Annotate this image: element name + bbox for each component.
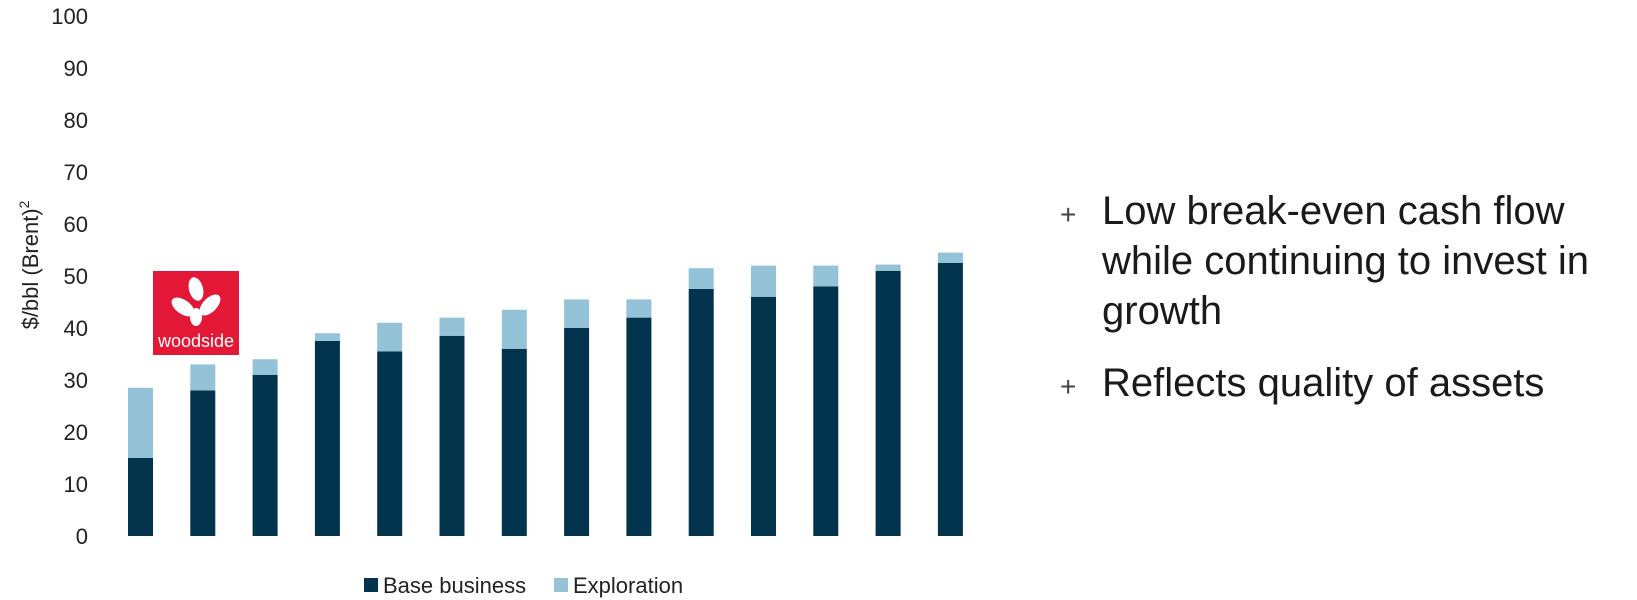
- bullet-list: + Low break-even cash flow while continui…: [1060, 186, 1620, 430]
- bar-base-business: [314, 341, 340, 536]
- bar-exploration: [190, 364, 216, 391]
- y-tick-label: 80: [64, 108, 88, 133]
- stacked-bar-chart: 0 10 20 30 40 50 60 70 80 90 100 $/bbl (Brent)2 wo…: [16, 4, 963, 598]
- bar-base-business: [751, 296, 776, 536]
- y-tick-label: 70: [64, 160, 88, 185]
- y-tick-label: 90: [64, 56, 88, 81]
- legend-label: Base business: [383, 573, 526, 598]
- woodside-logo: woodside: [153, 271, 239, 355]
- bullet-plus-icon: +: [1060, 199, 1077, 230]
- bar-exploration: [564, 299, 590, 328]
- bullet-item: + Reflects quality of assets: [1060, 358, 1620, 408]
- bar-exploration: [439, 317, 465, 336]
- y-tick-label: 40: [64, 316, 88, 341]
- y-tick-label: 20: [64, 420, 88, 445]
- woodside-logo-text: woodside: [157, 331, 234, 351]
- legend-swatch: [364, 578, 378, 592]
- bar-exploration: [314, 333, 340, 341]
- bars: [128, 252, 963, 536]
- y-tick-label: 60: [64, 212, 88, 237]
- y-tick-label: 50: [64, 264, 88, 289]
- bar-base-business: [252, 374, 278, 536]
- y-axis: 0 10 20 30 40 50 60 70 80 90 100: [51, 4, 88, 549]
- bar-exploration: [937, 252, 963, 263]
- bullet-plus-icon: +: [1060, 371, 1077, 402]
- bar-base-business: [813, 286, 839, 536]
- y-tick-label: 100: [51, 4, 88, 29]
- bar-exploration: [501, 309, 527, 349]
- y-tick-label: 0: [76, 524, 88, 549]
- bar-base-business: [564, 328, 590, 536]
- bar-base-business: [128, 458, 153, 536]
- bar-exploration: [377, 322, 403, 352]
- legend-swatch: [554, 578, 568, 592]
- bar-exploration: [813, 265, 839, 287]
- bar-exploration: [626, 299, 652, 318]
- bar-base-business: [501, 348, 527, 536]
- bar-base-business: [937, 263, 963, 536]
- bullet-text: Low break-even cash flow while continuin…: [1102, 189, 1589, 333]
- bar-base-business: [875, 270, 901, 536]
- bar-exploration: [751, 265, 776, 297]
- bullet-item: + Low break-even cash flow while continui…: [1060, 186, 1620, 336]
- bar-base-business: [626, 317, 652, 536]
- legend: Base business Exploration: [364, 573, 683, 598]
- y-tick-label: 30: [64, 368, 88, 393]
- bar-exploration: [252, 359, 278, 375]
- bar-exploration: [875, 264, 901, 271]
- y-tick-label: 10: [64, 472, 88, 497]
- bar-base-business: [688, 289, 714, 536]
- woodside-flower-icon: [171, 277, 221, 326]
- bar-exploration: [688, 268, 714, 289]
- bar-exploration: [128, 387, 153, 458]
- y-axis-title: $/bbl (Brent)2: [16, 200, 43, 329]
- bar-base-business: [190, 390, 216, 536]
- bar-base-business: [439, 335, 465, 536]
- bullet-text: Reflects quality of assets: [1102, 361, 1545, 405]
- bar-base-business: [377, 351, 403, 536]
- legend-label: Exploration: [573, 573, 683, 598]
